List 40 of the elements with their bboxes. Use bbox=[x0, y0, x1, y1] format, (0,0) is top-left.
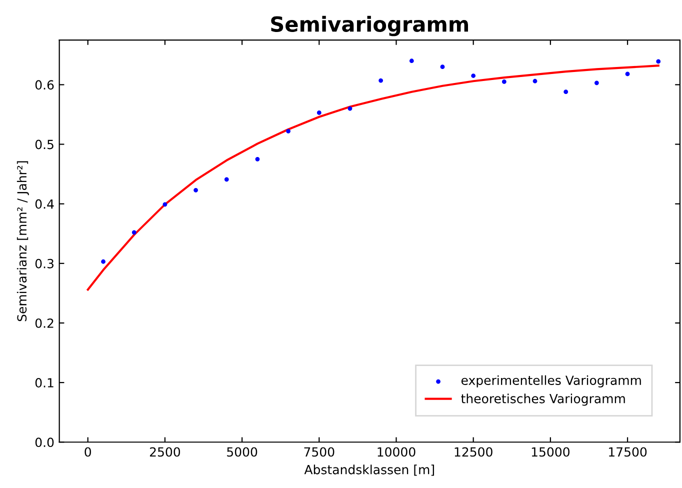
x-tick-label: 0 bbox=[84, 447, 92, 457]
point bbox=[132, 230, 136, 235]
point bbox=[594, 80, 599, 86]
x-axis-title: Abstandsklassen [m] bbox=[304, 464, 434, 476]
y-tick-label: 0.3 bbox=[35, 258, 54, 268]
legend-label: theoretisches Variogramm bbox=[461, 394, 625, 406]
x-tick-label: 15000 bbox=[532, 447, 570, 457]
point bbox=[224, 177, 229, 182]
point bbox=[286, 128, 291, 134]
x-tick-label: 12500 bbox=[454, 447, 492, 457]
x-tick-label: 5000 bbox=[227, 447, 258, 457]
point bbox=[532, 78, 538, 84]
y-tick-label: 0.6 bbox=[35, 80, 54, 90]
line-series bbox=[86, 64, 660, 291]
y-tick-label: 0.1 bbox=[35, 378, 54, 388]
point bbox=[625, 72, 630, 76]
point bbox=[564, 90, 568, 94]
y-tick-label: 0.4 bbox=[35, 199, 54, 209]
point bbox=[316, 110, 322, 115]
y-tick-label: 0.5 bbox=[35, 140, 54, 150]
point bbox=[656, 59, 661, 64]
y-axis-title: Semivarianz [mm² / Jahr²] bbox=[16, 161, 29, 322]
x-tick-label: 17500 bbox=[609, 447, 647, 457]
x-tick-label: 2500 bbox=[150, 447, 180, 457]
y-tick-label: 0.2 bbox=[35, 318, 54, 328]
point bbox=[409, 58, 414, 64]
chart-title: Semivariogramm bbox=[271, 16, 468, 36]
point bbox=[471, 74, 476, 78]
y-tick-label: 0.0 bbox=[35, 438, 54, 448]
point bbox=[101, 259, 106, 264]
point bbox=[378, 78, 384, 83]
x-tick-label: 10000 bbox=[378, 447, 416, 457]
point bbox=[194, 188, 198, 192]
point bbox=[348, 106, 352, 111]
legend-label: experimentelles Variogramm bbox=[461, 375, 641, 388]
point bbox=[255, 156, 260, 162]
point bbox=[440, 64, 445, 70]
x-tick-label: 7500 bbox=[304, 447, 334, 457]
point bbox=[162, 202, 168, 207]
point bbox=[502, 80, 506, 84]
